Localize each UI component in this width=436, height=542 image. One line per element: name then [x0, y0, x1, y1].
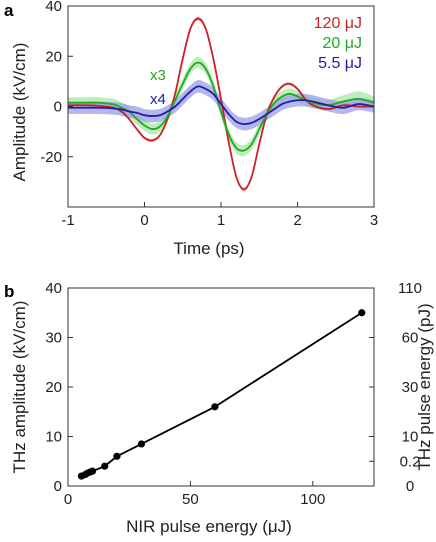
panel-a-legend: 120 μJ 20 μJ 5.5 μJ	[314, 15, 362, 72]
panel-b-x-axis-label: NIR pulse energy (μJ)	[126, 517, 292, 536]
panel-b-ticks: 0 50 100 0 10 20 30 40 0 0.2 10 30 60 110	[45, 280, 422, 508]
b-y2-tick-label-5: 110	[398, 280, 422, 297]
b-y-tick-label-1: 10	[45, 429, 62, 446]
panel-b-letter: b	[4, 282, 14, 301]
x-tick-label-1: 0	[140, 212, 148, 229]
b-y2-tick-label-2: 10	[402, 429, 419, 446]
data-point-6	[113, 452, 121, 460]
panel-a-y-axis-label: Amplitude (kV/cm)	[10, 43, 29, 182]
b-y-tick-label-4: 40	[45, 280, 62, 297]
b-x-tick-label-2: 100	[300, 491, 325, 508]
b-y-tick-label-3: 30	[45, 330, 62, 347]
panel-b-series-line	[81, 311, 363, 477]
data-point-8	[211, 403, 219, 411]
panel-b-points	[77, 309, 366, 480]
y-tick-label-3: 40	[45, 0, 62, 15]
panel-a: a -1 0 1 2 3 -20 0 20 40 Time (ps) Amplitude (kV…	[4, 0, 378, 258]
b-y2-tick-label-0: 0	[406, 478, 414, 495]
y-tick-label-0: -20	[40, 149, 62, 166]
panel-a-letter: a	[4, 1, 14, 20]
b-y-tick-label-0: 0	[54, 478, 62, 495]
x-tick-label-4: 3	[370, 212, 378, 229]
x-tick-label-0: -1	[61, 212, 74, 229]
y-tick-label-2: 20	[45, 48, 62, 65]
line-series-0	[67, 17, 375, 191]
b-y2-tick-label-1: 0.2	[400, 453, 421, 470]
scale-label-1: x3	[150, 67, 166, 84]
x-tick-label-2: 1	[217, 212, 225, 229]
data-point-4	[88, 467, 97, 475]
y-tick-label-1: 0	[54, 99, 62, 116]
line-series-2	[68, 85, 375, 126]
panel-a-x-axis-label: Time (ps)	[173, 239, 244, 258]
b-x-tick-label-1: 50	[182, 491, 199, 508]
panel-b-y-axis-label: THz amplitude (kV/cm)	[10, 301, 29, 474]
panel-a-ticks: -1 0 1 2 3 -20 0 20 40	[40, 0, 378, 229]
data-point-9	[358, 309, 366, 317]
legend-entry-1: 20 μJ	[323, 35, 362, 52]
scale-label-2: x4	[150, 91, 166, 108]
b-x-tick-label-0: 0	[64, 491, 72, 508]
b-y2-tick-label-3: 30	[402, 379, 419, 396]
x-tick-label-3: 2	[293, 212, 301, 229]
panel-b-line	[81, 311, 363, 477]
b-y2-tick-label-4: 60	[402, 330, 419, 347]
b-y-tick-label-2: 20	[45, 379, 62, 396]
legend-entry-0: 120 μJ	[314, 15, 362, 32]
panel-b: b 0 50 100 0 10 20 30 40 0 0.2 10 30 60 110 NIR pulse…	[4, 280, 434, 536]
data-point-7	[137, 440, 146, 448]
panel-b-y2-axis-label: THz pulse energy (pJ)	[415, 303, 434, 470]
legend-entry-2: 5.5 μJ	[318, 55, 362, 72]
data-point-5	[101, 462, 109, 470]
panel-a-series-lines	[67, 17, 375, 191]
